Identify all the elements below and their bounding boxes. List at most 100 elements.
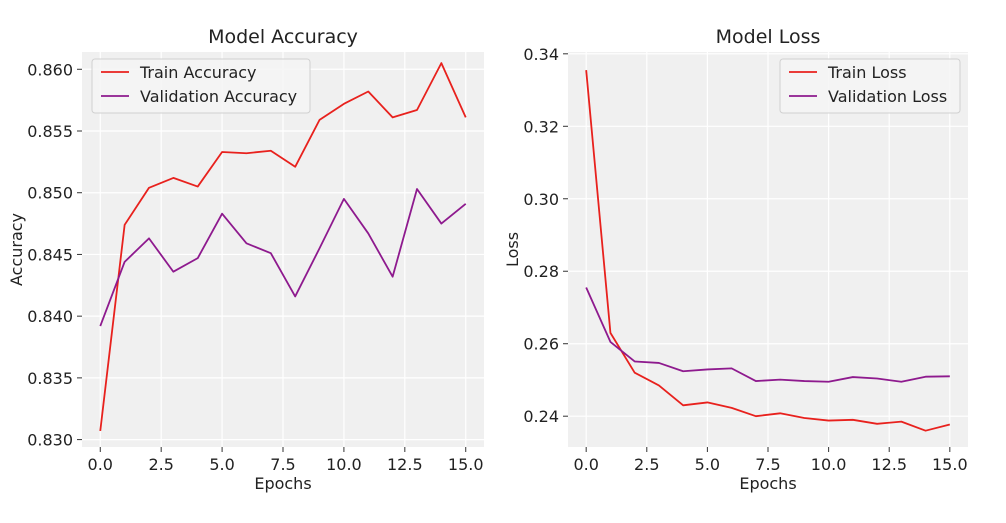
accuracy-y-tick-label: 0.845 <box>27 245 73 264</box>
accuracy-series-line-train <box>99 62 467 432</box>
loss-data-point <box>633 372 635 374</box>
loss-legend <box>779 58 961 114</box>
accuracy-data-point <box>440 62 442 64</box>
loss-data-point <box>779 412 781 414</box>
loss-x-tick-label: 7.5 <box>755 455 780 474</box>
accuracy-data-point <box>318 119 320 121</box>
loss-data-point <box>755 415 757 417</box>
accuracy-legend-label: Train Accuracy <box>139 63 257 82</box>
loss-x-axis-label: Epochs <box>739 474 796 493</box>
accuracy-data-point <box>270 150 272 152</box>
accuracy-data-point <box>440 222 442 224</box>
accuracy-data-point <box>343 103 345 105</box>
loss-data-point <box>852 376 854 378</box>
loss-data-point <box>633 360 635 362</box>
accuracy-y-axis-label: Accuracy <box>7 213 26 286</box>
loss-data-point <box>803 380 805 382</box>
loss-data-point <box>900 420 902 422</box>
accuracy-data-point <box>197 185 199 187</box>
accuracy-data-point <box>294 295 296 297</box>
loss-data-point <box>876 423 878 425</box>
accuracy-legend-label: Validation Accuracy <box>140 87 297 106</box>
accuracy-x-axis-label: Epochs <box>254 474 311 493</box>
loss-data-point <box>876 377 878 379</box>
accuracy-data-point <box>294 166 296 168</box>
accuracy-data-point <box>367 90 369 92</box>
loss-data-point <box>924 429 926 431</box>
accuracy-data-point <box>270 252 272 254</box>
loss-data-point <box>585 286 587 288</box>
accuracy-data-point <box>148 237 150 239</box>
accuracy-data-point <box>416 109 418 111</box>
accuracy-x-tick-label: 12.5 <box>387 455 423 474</box>
accuracy-data-point <box>391 275 393 277</box>
accuracy-data-point <box>318 247 320 249</box>
loss-data-point <box>730 407 732 409</box>
loss-x-tick-label: 5.0 <box>695 455 720 474</box>
loss-x-tick-label: 15.0 <box>932 455 968 474</box>
accuracy-y-tick-label: 0.860 <box>27 60 73 79</box>
accuracy-x-tick-label: 5.0 <box>209 455 234 474</box>
accuracy-data-point <box>99 430 101 432</box>
accuracy-data-point <box>245 242 247 244</box>
loss-data-point <box>827 381 829 383</box>
loss-data-point <box>706 368 708 370</box>
accuracy-data-point <box>245 152 247 154</box>
loss-y-tick-label: 0.34 <box>523 45 559 64</box>
loss-data-point <box>706 401 708 403</box>
loss-data-point <box>949 375 951 377</box>
accuracy-data-point <box>367 232 369 234</box>
accuracy-data-point <box>172 177 174 179</box>
accuracy-data-point <box>172 271 174 273</box>
accuracy-data-point <box>343 198 345 200</box>
loss-x-tick-label: 10.0 <box>811 455 847 474</box>
loss-data-point <box>585 69 587 71</box>
accuracy-legend <box>91 58 311 114</box>
loss-x-tick-label: 2.5 <box>634 455 659 474</box>
loss-x-tick-label: 12.5 <box>871 455 907 474</box>
accuracy-chart-title: Model Accuracy <box>208 26 358 48</box>
accuracy-data-point <box>123 224 125 226</box>
accuracy-data-point <box>221 151 223 153</box>
accuracy-data-point <box>123 261 125 263</box>
loss-y-tick-label: 0.30 <box>523 190 559 209</box>
accuracy-x-tick-label: 0.0 <box>88 455 113 474</box>
loss-data-point <box>924 375 926 377</box>
loss-series-line-validation <box>585 287 950 383</box>
loss-legend-label: Train Loss <box>827 63 907 82</box>
accuracy-y-tick-label: 0.830 <box>27 431 73 450</box>
accuracy-y-tick-label: 0.855 <box>27 122 73 141</box>
accuracy-y-tick-label: 0.835 <box>27 369 73 388</box>
loss-legend-label: Validation Loss <box>828 87 947 106</box>
accuracy-y-tick-label: 0.850 <box>27 184 73 203</box>
loss-data-point <box>682 404 684 406</box>
accuracy-series-line-validation <box>99 188 467 327</box>
loss-x-tick-label: 0.0 <box>573 455 598 474</box>
loss-y-tick-label: 0.32 <box>523 117 559 136</box>
loss-data-point <box>949 423 951 425</box>
accuracy-x-tick-label: 15.0 <box>448 455 484 474</box>
loss-chart: 0.0 2.5 5.0 7.5 10.0 12.5 15.0 0.24 0.26 0.28 0.30… <box>503 26 968 493</box>
accuracy-data-point <box>197 257 199 259</box>
accuracy-data-point <box>221 213 223 215</box>
loss-data-point <box>682 370 684 372</box>
loss-data-point <box>658 362 660 364</box>
accuracy-x-tick-label: 10.0 <box>326 455 362 474</box>
accuracy-y-tick-label: 0.840 <box>27 307 73 326</box>
accuracy-chart: 0.0 2.5 5.0 7.5 10.0 12.5 15.0 0.830 0.835 0.840 0… <box>7 26 484 493</box>
loss-y-tick-label: 0.28 <box>523 262 559 281</box>
loss-data-point <box>609 332 611 334</box>
loss-data-point <box>779 378 781 380</box>
loss-data-point <box>730 367 732 369</box>
loss-y-tick-label: 0.26 <box>523 335 559 354</box>
loss-chart-title: Model Loss <box>716 26 821 48</box>
loss-data-point <box>803 417 805 419</box>
loss-y-axis-label: Loss <box>503 232 522 267</box>
loss-data-point <box>755 380 757 382</box>
accuracy-x-tick-label: 7.5 <box>270 455 295 474</box>
accuracy-data-point <box>99 325 101 327</box>
accuracy-data-point <box>391 116 393 118</box>
accuracy-data-point <box>465 116 467 118</box>
accuracy-data-point <box>416 188 418 190</box>
